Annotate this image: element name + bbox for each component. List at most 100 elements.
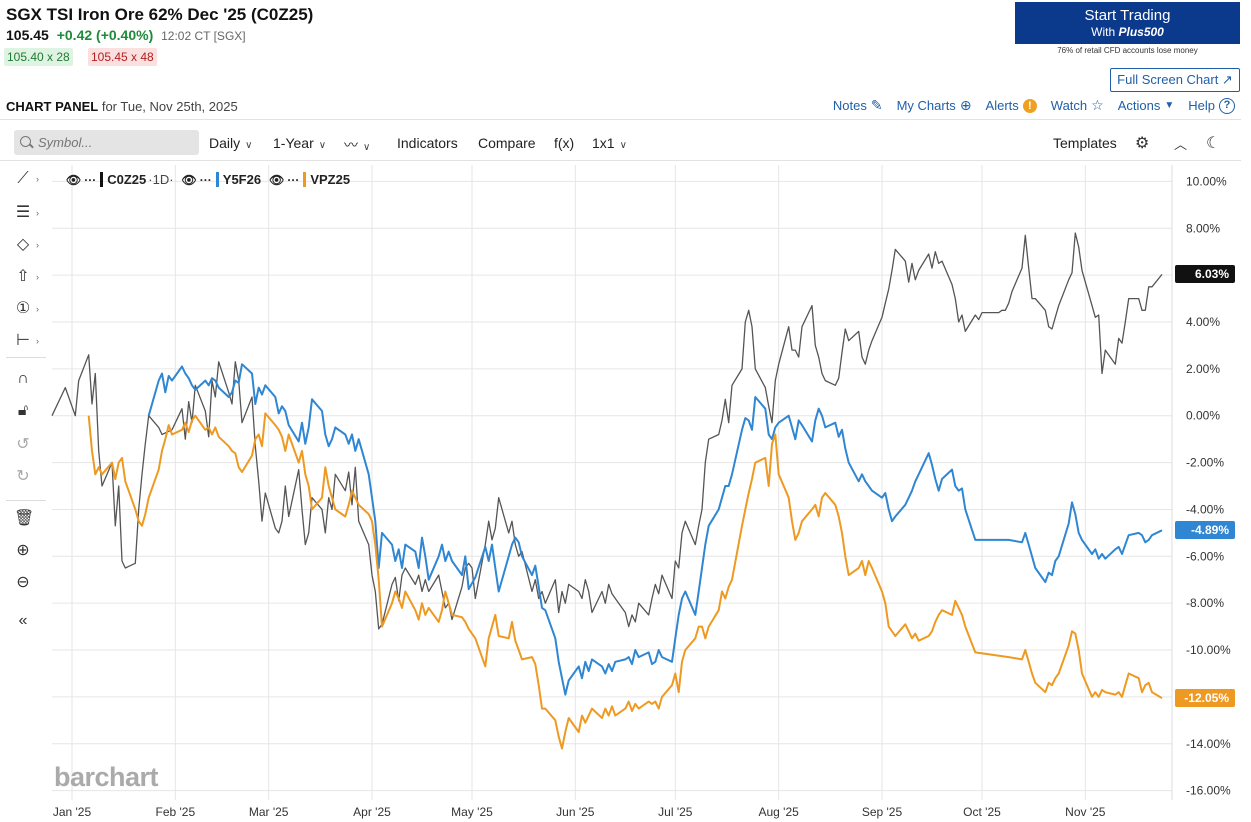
- chart-type-dropdown[interactable]: 〰 ∨: [344, 135, 370, 155]
- arrow-tool[interactable]: ⇧ ›: [14, 266, 40, 290]
- ad-subline: With Plus500: [1015, 25, 1240, 39]
- ad-banner[interactable]: Start Trading With Plus500 76% of retail…: [1015, 2, 1240, 57]
- panel-name: CHART PANEL: [6, 99, 99, 114]
- lock-tool[interactable]: 🔓︎: [14, 402, 40, 426]
- series-line-c0z25[interactable]: [51, 232, 1163, 630]
- x-tick-label: Oct '25: [963, 805, 1001, 819]
- templates-button[interactable]: Templates: [1053, 135, 1117, 151]
- my-charts-label: My Charts: [896, 98, 956, 113]
- y-tick-label: -2.00%: [1186, 456, 1224, 470]
- magnet-tool[interactable]: ∩: [14, 370, 40, 394]
- chevron-down-icon: ▼: [1164, 100, 1175, 111]
- series-line-y5f26[interactable]: [147, 363, 1163, 696]
- my-charts-button[interactable]: My Charts ⊕: [897, 97, 972, 114]
- help-icon: ?: [1219, 97, 1235, 114]
- zoom-out-icon: ⊖: [16, 574, 30, 591]
- last-value-tag-c0z25: 6.03%: [1175, 265, 1235, 284]
- redo-tool[interactable]: ↻: [14, 466, 40, 490]
- y-tick-label: 4.00%: [1186, 315, 1220, 329]
- x-tick-label: Jan '25: [53, 805, 92, 819]
- arrow-up-icon: ⇧: [16, 268, 30, 285]
- more-options-icon[interactable]: ···: [84, 172, 97, 187]
- eye-icon[interactable]: 👁︎: [181, 172, 197, 187]
- panel-date: for Tue, Nov 25th, 2025: [101, 99, 238, 114]
- toolbar-divider: [0, 119, 1241, 120]
- plus500-logo: Plus500: [1118, 25, 1164, 39]
- undo-icon: ↺: [16, 436, 30, 453]
- range-dropdown[interactable]: 1-Year ∨: [273, 135, 326, 151]
- instrument-title: SGX TSI Iron Ore 62% Dec '25 (C0Z25): [6, 5, 314, 24]
- ad-headline: Start Trading: [1084, 7, 1171, 24]
- notes-button[interactable]: Notes ✎: [833, 97, 883, 114]
- actions-menu-button[interactable]: Actions ▼: [1118, 98, 1175, 113]
- compare-button[interactable]: Compare: [478, 135, 536, 151]
- chevron-right-icon: ›: [36, 207, 39, 218]
- chevron-down-icon: ∨: [245, 140, 253, 151]
- delete-tool[interactable]: 🗑︎: [14, 508, 40, 532]
- trend-line-tool[interactable]: ⟋ ›: [14, 170, 40, 194]
- chevron-down-icon: ∨: [363, 142, 371, 153]
- eye-icon[interactable]: 👁︎: [66, 172, 82, 187]
- layout-dropdown[interactable]: 1x1 ∨: [592, 135, 627, 151]
- gear-icon[interactable]: ⚙: [1135, 135, 1150, 152]
- chart-legend: 👁︎ ··· C0Z25 ·1D· 👁︎ ··· Y5F26 👁︎ ··· VP…: [66, 172, 358, 187]
- legend-item-vpz25[interactable]: 👁︎ ··· VPZ25: [269, 172, 350, 187]
- alerts-label: Alerts: [985, 98, 1019, 113]
- chevron-right-icon: ›: [36, 173, 39, 184]
- x-tick-label: Sep '25: [862, 805, 903, 819]
- more-options-icon[interactable]: ···: [199, 172, 212, 187]
- quote-time: 12:02 CT [SGX]: [161, 29, 246, 43]
- barchart-watermark: barchart: [54, 762, 159, 792]
- undo-tool[interactable]: ↺: [14, 434, 40, 458]
- moon-icon[interactable]: ☾: [1206, 135, 1221, 152]
- line-chart-icon: 〰: [344, 137, 358, 153]
- fib-tool[interactable]: ☰ ›: [14, 202, 40, 226]
- eye-icon[interactable]: 👁︎: [269, 172, 285, 187]
- measure-tool[interactable]: ⊢ ›: [14, 330, 40, 354]
- legend-interval: ·1D·: [148, 172, 174, 187]
- range-label: 1-Year: [273, 135, 314, 151]
- chevron-right-icon: ›: [36, 335, 39, 346]
- function-button[interactable]: f(x): [554, 135, 575, 151]
- y-tick-label: 2.00%: [1186, 362, 1220, 376]
- legend-swatch: [303, 172, 307, 187]
- legend-item-y5f26[interactable]: 👁︎ ··· Y5F26: [181, 172, 261, 187]
- chevron-down-icon: ∨: [619, 140, 627, 151]
- series-layer: [51, 232, 1163, 750]
- indicators-button[interactable]: Indicators: [397, 135, 458, 151]
- full-screen-chart-button[interactable]: Full Screen Chart ↗: [1110, 68, 1240, 92]
- series-line-vpz25[interactable]: [87, 412, 1163, 750]
- vertical-gridlines: [71, 165, 1086, 800]
- y-tick-label: 0.00%: [1186, 409, 1220, 423]
- zoom-out-tool[interactable]: ⊖: [14, 572, 40, 596]
- magnet-icon: ∩: [17, 370, 29, 387]
- horizontal-gridlines: [52, 165, 1173, 800]
- collapse-sidebar-tool[interactable]: «: [14, 612, 40, 636]
- annotation-tool[interactable]: ① ›: [14, 298, 40, 322]
- quote-line: 105.45 +0.42 (+0.40%) 12:02 CT [SGX]: [6, 27, 246, 43]
- measure-icon: ⊢: [16, 332, 30, 349]
- layout-label: 1x1: [592, 135, 615, 151]
- help-button[interactable]: Help ?: [1188, 97, 1235, 114]
- legend-item-c0z25[interactable]: 👁︎ ··· C0Z25 ·1D·: [66, 172, 174, 187]
- shape-tool[interactable]: ◇ ›: [14, 234, 40, 258]
- watch-button[interactable]: Watch ☆: [1051, 97, 1104, 114]
- watch-label: Watch: [1050, 98, 1088, 113]
- chevron-right-icon: ›: [36, 271, 39, 282]
- numbered-circle-icon: ①: [15, 300, 31, 317]
- zoom-in-tool[interactable]: ⊕: [14, 540, 40, 564]
- search-icon: [20, 136, 31, 147]
- list-lines-icon: ☰: [15, 204, 31, 221]
- toolbar-divider: [0, 160, 1241, 161]
- more-options-icon[interactable]: ···: [287, 172, 300, 187]
- trend-line-icon: ⟋: [17, 170, 29, 187]
- trash-icon: 🗑︎: [14, 510, 35, 527]
- symbol-search-input[interactable]: [14, 130, 199, 155]
- help-label: Help: [1188, 98, 1215, 113]
- alerts-button[interactable]: Alerts !: [986, 98, 1037, 113]
- collapse-icon[interactable]: ︿: [1174, 137, 1188, 152]
- interval-dropdown[interactable]: Daily ∨: [209, 135, 252, 151]
- tools-divider: [6, 357, 46, 358]
- x-tick-label: May '25: [451, 805, 493, 819]
